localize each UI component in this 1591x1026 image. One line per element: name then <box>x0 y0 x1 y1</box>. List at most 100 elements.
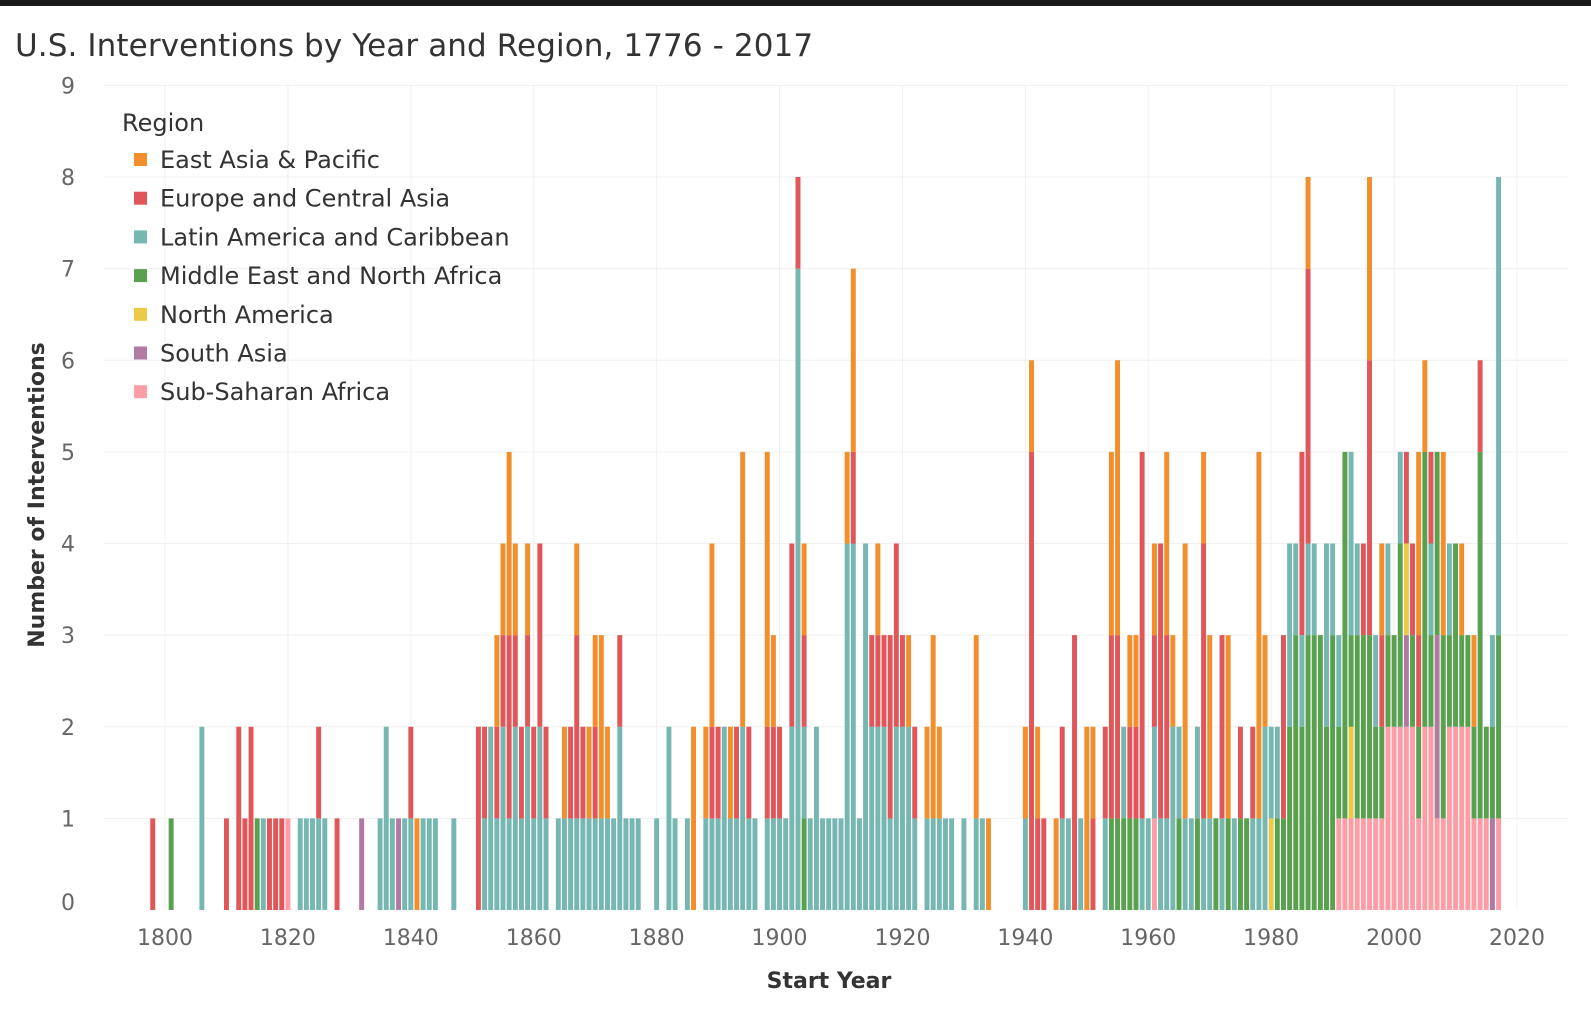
bar-segment <box>924 726 930 819</box>
y-tick-label: 7 <box>61 258 75 283</box>
bar-stack <box>869 635 875 910</box>
bar-segment <box>1403 726 1409 910</box>
bar-segment <box>334 818 340 911</box>
bar-stack <box>850 268 856 910</box>
bar-stack <box>1035 726 1041 911</box>
legend: Region East Asia & Pacific Europe and Cen… <box>122 109 510 406</box>
bar-segment <box>488 726 494 910</box>
bar-segment <box>1139 818 1145 911</box>
top-bar <box>0 0 1591 6</box>
bar-stack <box>1471 635 1477 911</box>
bar-stack <box>936 726 942 911</box>
bar-segment <box>850 451 856 544</box>
bar-segment <box>801 635 807 727</box>
bar-stack <box>267 818 272 911</box>
bar-segment <box>555 818 561 911</box>
bar-stack <box>906 635 912 910</box>
legend-item-label: North America <box>160 301 334 329</box>
legend-item-label: Sub-Saharan Africa <box>160 378 390 406</box>
bar-segment <box>672 818 678 911</box>
bar-segment <box>709 543 715 727</box>
bar-segment <box>383 726 389 910</box>
bar-stack <box>525 543 531 910</box>
bar-stack <box>1053 818 1059 911</box>
bar-segment <box>1416 635 1422 727</box>
bar-segment <box>1133 726 1139 819</box>
bar-segment <box>936 726 942 819</box>
bar-stack <box>414 818 420 911</box>
bar-segment <box>537 543 543 727</box>
bar-stack <box>1262 635 1268 910</box>
x-tick-label: 2000 <box>1366 926 1422 951</box>
bar-stack <box>734 726 739 911</box>
bar-segment <box>586 726 592 819</box>
bar-stack <box>1385 543 1391 910</box>
bar-stack <box>242 818 248 911</box>
bar-segment <box>832 818 838 911</box>
bar-stack <box>322 818 328 911</box>
bar-segment <box>531 726 537 819</box>
bar-segment <box>1360 818 1366 911</box>
bar-segment <box>1268 818 1274 911</box>
bar-segment <box>1274 818 1280 911</box>
bar-segment <box>789 543 795 727</box>
bar-segment <box>543 818 549 911</box>
bar-segment <box>1403 451 1409 544</box>
bar-segment <box>764 818 770 911</box>
bar-stack <box>1084 726 1090 910</box>
bar-segment <box>1053 818 1059 911</box>
bar-stack <box>1410 543 1415 910</box>
bar-stack <box>1108 451 1114 911</box>
bar-segment <box>703 726 709 819</box>
bar-stack <box>1133 635 1139 911</box>
bar-segment <box>752 818 758 911</box>
bar-segment <box>1065 818 1071 911</box>
bar-segment <box>949 818 955 911</box>
bar-segment <box>543 726 549 819</box>
bar-segment <box>770 635 776 727</box>
bar-segment <box>1428 451 1434 544</box>
bar-segment <box>869 726 875 910</box>
bar-stack <box>691 726 696 910</box>
bar-stack <box>1127 635 1133 911</box>
bar-segment <box>1342 451 1348 819</box>
bar-stack <box>611 818 617 911</box>
bar-segment <box>408 726 414 819</box>
bar-stack <box>273 818 279 911</box>
bar-segment <box>1225 635 1231 819</box>
bar-segment <box>1041 818 1047 911</box>
bar-stack <box>494 635 500 911</box>
bar-segment <box>930 635 936 819</box>
bar-stack <box>623 818 629 911</box>
bar-segment <box>899 635 905 727</box>
y-tick-label: 9 <box>61 74 75 99</box>
bar-segment <box>1471 726 1477 819</box>
bar-segment <box>1078 818 1084 911</box>
bar-stack <box>574 543 580 911</box>
bar-segment <box>703 818 709 911</box>
bar-segment <box>1385 635 1391 727</box>
bar-segment <box>586 818 592 911</box>
bar-stack <box>1342 451 1348 911</box>
bar-stack <box>1453 543 1459 910</box>
bar-segment <box>1170 635 1176 727</box>
bar-stack <box>770 635 776 911</box>
bar-segment <box>1403 635 1409 727</box>
bar-segment <box>1354 635 1360 819</box>
bar-segment <box>1422 451 1428 727</box>
bar-stack <box>512 543 518 910</box>
bar-segment <box>531 818 537 911</box>
bar-segment <box>1446 635 1452 727</box>
bar-segment <box>1459 635 1465 727</box>
bar-segment <box>1367 818 1372 911</box>
bar-stack <box>654 818 660 911</box>
bar-stack <box>1225 635 1231 911</box>
bar-segment <box>1434 635 1440 819</box>
bar-segment <box>1446 543 1452 636</box>
bar-segment <box>912 818 918 911</box>
bar-segment <box>1133 635 1139 727</box>
bar-segment <box>1237 726 1243 819</box>
bar-segment <box>1102 818 1108 911</box>
bar-stack <box>316 726 322 911</box>
